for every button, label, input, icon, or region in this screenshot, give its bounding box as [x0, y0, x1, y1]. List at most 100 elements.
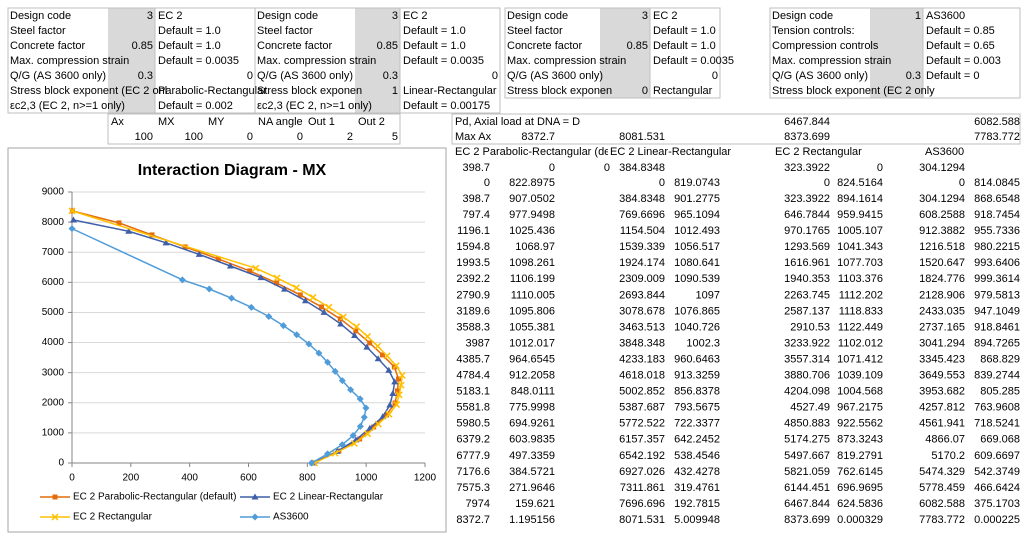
table-cell: 1055.381 — [509, 321, 555, 333]
table-cell: 2392.2 — [456, 273, 490, 285]
point — [215, 256, 221, 262]
table-cell: 624.5836 — [837, 498, 883, 510]
table-cell: 1071.412 — [837, 353, 883, 365]
point — [337, 320, 345, 327]
point — [149, 232, 155, 238]
table-cell: 1095.806 — [509, 305, 555, 317]
input-value: 100 — [185, 131, 203, 143]
x-tick-label: 1000 — [355, 473, 378, 484]
param-note: Default = 0.003 — [926, 55, 1001, 67]
table-cell: 999.3614 — [974, 273, 1020, 285]
block-border — [504, 7, 721, 99]
table-cell: 6157.357 — [619, 434, 665, 446]
point — [347, 386, 355, 394]
param-note: Rectangular — [653, 85, 713, 97]
point — [51, 513, 59, 521]
table-cell: 959.9415 — [837, 209, 883, 221]
table-cell: 696.9695 — [837, 482, 883, 494]
table-cell: 3078.678 — [619, 305, 665, 317]
input-value: 100 — [135, 131, 153, 143]
table-cell: 1539.339 — [619, 241, 665, 253]
point — [318, 304, 324, 310]
point — [371, 424, 377, 430]
table-cell: 0 — [959, 177, 965, 189]
table-cell: 3189.6 — [456, 305, 490, 317]
table-cell: 797.4 — [462, 209, 490, 221]
table-cell: 6082.588 — [919, 498, 965, 510]
param-value: 0 — [642, 85, 648, 97]
table-cell: 793.5675 — [674, 402, 720, 414]
param-label: Concrete factor — [257, 40, 333, 52]
param-note: Default = 1.0 — [158, 25, 221, 37]
table-cell: 1293.569 — [784, 241, 830, 253]
param-label: Q/G (AS 3600 only) — [257, 70, 353, 82]
point — [396, 376, 402, 382]
param-note: AS3600 — [926, 10, 965, 22]
param-label: Max. compression strain — [10, 55, 129, 67]
param-value: 3 — [147, 10, 153, 22]
table-cell: 922.5562 — [837, 418, 883, 430]
input-value: 5 — [392, 131, 398, 143]
point — [297, 292, 303, 298]
table-cell: 7575.3 — [456, 482, 490, 494]
point — [68, 207, 76, 215]
chart-title: Interaction Diagram - MX — [138, 162, 327, 179]
table-cell: 6144.451 — [784, 482, 830, 494]
param-note: Default = 1.0 — [653, 25, 716, 37]
param-label: Stress block exponent (EC 2 onl — [10, 85, 167, 97]
table-cell: 5.009948 — [674, 514, 720, 526]
table-cell: 5778.459 — [919, 482, 965, 494]
table-cell: 466.6424 — [974, 482, 1020, 494]
point — [228, 294, 236, 302]
table-cell: 6927.026 — [619, 466, 665, 478]
table-cell: 856.8378 — [674, 386, 720, 398]
table-cell: 1097 — [696, 289, 720, 301]
param-label: Tension controls: — [772, 25, 855, 37]
point — [324, 450, 332, 458]
param-label: Design code — [772, 10, 833, 22]
table-cell: 868.6548 — [974, 193, 1020, 205]
table-cell: 5581.8 — [456, 402, 490, 414]
input-header: NA angle — [258, 116, 303, 128]
table-cell: 2693.844 — [619, 289, 665, 301]
param-label: Stress block exponent (EC 2 only — [772, 85, 935, 97]
point — [360, 413, 368, 421]
table-cell: 3880.706 — [784, 370, 830, 382]
table-cell: 0 — [549, 162, 555, 174]
param-note: Default = 1.0 — [653, 40, 716, 52]
series-line — [72, 210, 400, 464]
param-note: Default = 1.0 — [403, 40, 466, 52]
table-cell: 497.3359 — [509, 450, 555, 462]
table-cell: 0 — [659, 177, 665, 189]
table-cell: 0.000329 — [837, 514, 883, 526]
table-cell: 1002.3 — [686, 337, 720, 349]
table-cell: 901.2775 — [674, 193, 720, 205]
table-cell: 1.195156 — [509, 514, 555, 526]
table-cell: 4257.812 — [919, 402, 965, 414]
param-note: Default = 1.0 — [403, 25, 466, 37]
table-cell: 3649.553 — [919, 370, 965, 382]
input-header: MY — [208, 116, 225, 128]
table-cell: 1103.376 — [838, 273, 883, 285]
param-note: EC 2 — [403, 10, 427, 22]
table-cell: 1012.493 — [674, 225, 720, 237]
table-cell: 970.1765 — [784, 225, 830, 237]
param-label: Max. compression strain — [257, 55, 376, 67]
table-cell: 375.1703 — [974, 498, 1020, 510]
table-cell: 542.3749 — [974, 466, 1020, 478]
point — [125, 227, 133, 234]
param-value: 3 — [642, 10, 648, 22]
table-cell: 1102.012 — [838, 337, 883, 349]
table-cell: 2128.906 — [919, 289, 965, 301]
table-cell: 868.829 — [980, 353, 1020, 365]
param-label: Concrete factor — [507, 40, 583, 52]
table-cell: 4784.4 — [456, 370, 490, 382]
table-cell: 4561.941 — [919, 418, 965, 430]
point — [374, 342, 382, 350]
point — [350, 439, 358, 448]
table-cell: 5387.687 — [619, 402, 665, 414]
param-value: 0.85 — [377, 40, 398, 52]
table-cell: 3041.294 — [919, 337, 965, 349]
